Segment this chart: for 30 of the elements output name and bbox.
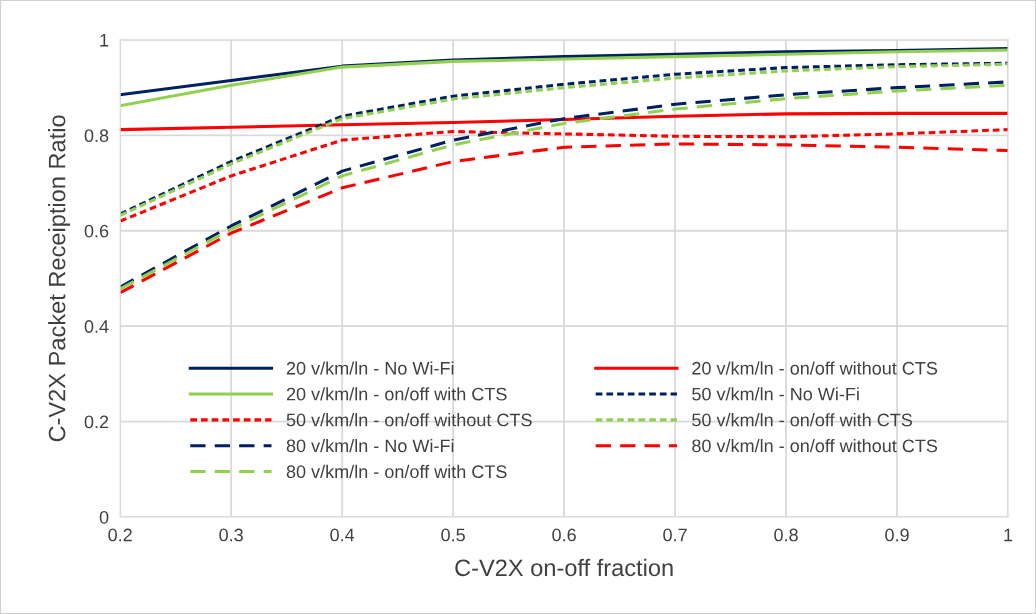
line-series bbox=[120, 111, 1009, 132]
x-tick-label: 0.5 bbox=[441, 528, 465, 542]
legend-label: 20 v/km/ln - No Wi-Fi bbox=[286, 361, 454, 375]
legend-label: 50 v/km/ln - on/off without CTS bbox=[286, 413, 532, 427]
legend-label: 50 v/km/ln - on/off with CTS bbox=[692, 413, 912, 427]
y-tick-label: 1 bbox=[100, 34, 109, 47]
legend-label: 80 v/km/ln - on/off with CTS bbox=[286, 464, 507, 479]
x-tick-label: 1 bbox=[1004, 528, 1013, 542]
legend-label: 20 v/km/ln - on/off with CTS bbox=[286, 387, 507, 401]
x-tick-label: 0.6 bbox=[552, 528, 576, 542]
y-tick-label: 0.2 bbox=[84, 415, 109, 429]
x-tick-label: 0.9 bbox=[885, 528, 909, 542]
y-tick-label: 0 bbox=[99, 510, 109, 524]
x-tick-label: 0.2 bbox=[108, 528, 132, 542]
y-tick-label: 0.8 bbox=[84, 129, 109, 143]
x-tick-label: 0.3 bbox=[219, 528, 243, 542]
line-series bbox=[120, 48, 1009, 108]
y-tick-label: 0.6 bbox=[84, 224, 109, 238]
x-tick-label: 0.8 bbox=[774, 528, 798, 542]
legend-label: 50 v/km/ln - No Wi-Fi bbox=[692, 387, 859, 401]
legend-label: 80 v/km/ln - No Wi-Fi bbox=[286, 438, 454, 453]
line-series bbox=[120, 142, 1009, 295]
line-series bbox=[120, 128, 1009, 223]
x-tick-label: 0.7 bbox=[663, 528, 687, 542]
y-axis-title: C-V2X Packet Receiption Ratio bbox=[48, 115, 71, 442]
x-axis-title: C-V2X on-off fraction bbox=[455, 558, 673, 577]
y-tick-label: 0.4 bbox=[84, 320, 109, 333]
legend-label: 20 v/km/ln - on/off without CTS bbox=[692, 361, 938, 375]
legend-label: 80 v/km/ln - on/off without CTS bbox=[692, 438, 938, 453]
x-tick-label: 0.4 bbox=[330, 528, 355, 542]
